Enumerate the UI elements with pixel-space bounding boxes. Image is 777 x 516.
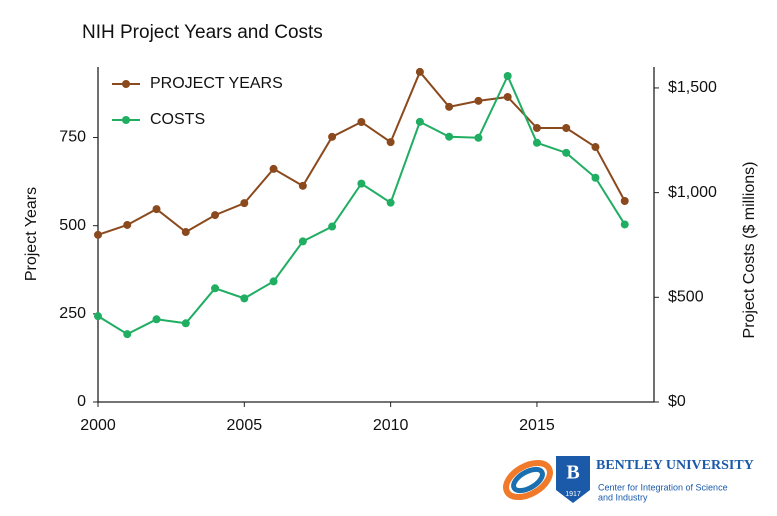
x-tick-label: 2005 xyxy=(227,417,263,434)
point xyxy=(211,211,220,220)
point xyxy=(181,319,190,328)
y2-tick-label: $1,000 xyxy=(668,184,717,201)
point xyxy=(620,220,629,229)
point xyxy=(240,294,249,303)
y-tick-label: 0 xyxy=(77,393,86,410)
point xyxy=(123,330,132,339)
point xyxy=(94,230,102,239)
point xyxy=(181,228,190,237)
point xyxy=(298,181,307,190)
point xyxy=(328,222,337,231)
y-axis-title: Project Years xyxy=(23,187,40,281)
y2-tick-label: $0 xyxy=(668,393,686,410)
logo-swirl xyxy=(511,466,545,494)
logo-shield xyxy=(556,456,590,503)
y2-tick-label: $1,500 xyxy=(668,79,717,96)
legend-marker xyxy=(122,116,130,124)
series-line xyxy=(97,70,626,236)
point xyxy=(591,143,600,152)
point xyxy=(123,220,132,229)
x-tick-label: 2015 xyxy=(519,417,555,434)
point xyxy=(532,138,541,147)
point xyxy=(386,198,395,207)
y-tick-label: 250 xyxy=(59,305,86,322)
point xyxy=(562,124,571,133)
point xyxy=(94,312,102,321)
point xyxy=(620,197,629,205)
point xyxy=(445,102,454,111)
point xyxy=(445,132,454,141)
logo-subtitle: Center for Integration of Science xyxy=(598,482,728,492)
y-tick-label: 750 xyxy=(59,129,86,146)
logo-name: BENTLEY UNIVERSITY xyxy=(596,458,754,473)
point xyxy=(532,124,541,133)
logo: B 1917 BENTLEY UNIVERSITY Center for Int… xyxy=(503,456,754,503)
point xyxy=(269,277,278,286)
logo-subtitle: and Industry xyxy=(598,492,648,502)
legend-label: COSTS xyxy=(150,111,205,128)
point xyxy=(474,133,483,142)
point xyxy=(152,205,161,214)
y2-axis-title: Project Costs ($ millions) xyxy=(741,162,758,339)
point xyxy=(357,118,366,127)
logo-letter: B xyxy=(566,462,579,484)
point xyxy=(591,173,600,182)
point xyxy=(357,179,366,188)
x-tick-label: 2010 xyxy=(373,417,409,434)
legend-marker xyxy=(122,80,130,88)
legend-label: PROJECT YEARS xyxy=(150,75,283,92)
point xyxy=(562,148,571,157)
x-tick-label: 2000 xyxy=(80,417,116,434)
y2-tick-label: $500 xyxy=(668,289,704,306)
point xyxy=(474,96,483,105)
point xyxy=(269,164,278,173)
point xyxy=(415,117,424,126)
logo-swirl xyxy=(503,459,553,501)
point xyxy=(503,92,512,101)
y-tick-label: 500 xyxy=(59,217,86,234)
point xyxy=(503,72,512,81)
point xyxy=(211,284,220,293)
point xyxy=(240,199,249,208)
chart-title: NIH Project Years and Costs xyxy=(82,22,323,43)
point xyxy=(415,67,424,76)
logo-year: 1917 xyxy=(565,491,581,498)
point xyxy=(328,132,337,141)
point xyxy=(152,315,161,324)
point xyxy=(298,237,307,246)
point xyxy=(386,138,395,147)
